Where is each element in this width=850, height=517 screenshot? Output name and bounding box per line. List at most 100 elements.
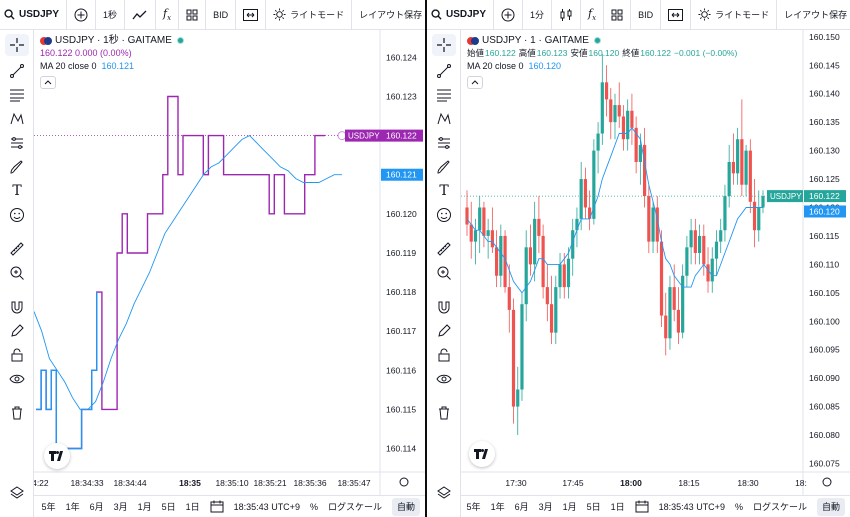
legend-collapse-button[interactable] (40, 76, 56, 89)
pane-divider[interactable] (425, 0, 427, 517)
prediction-tool[interactable] (432, 132, 456, 154)
low-value: 160.120 (588, 48, 620, 58)
magnet-tool[interactable] (432, 296, 456, 318)
price-chart[interactable]: 160.150 160.145 160.140 160.135 160.130 160.1… (461, 30, 850, 495)
indicators-fx-button[interactable]: fx (156, 0, 180, 30)
goto-date-button[interactable] (205, 496, 229, 517)
range-5y[interactable]: 5年 (41, 502, 56, 512)
compare-button[interactable] (494, 0, 524, 30)
lock-drawings-tool[interactable] (432, 320, 456, 342)
candle-body (571, 230, 575, 259)
candle-body (583, 179, 587, 208)
range-3m[interactable]: 3月 (538, 502, 553, 512)
replay-button[interactable] (236, 0, 267, 30)
range-1m[interactable]: 1月 (137, 502, 152, 512)
interval-button[interactable]: 1分 (523, 0, 553, 30)
brush-tool[interactable] (432, 156, 456, 178)
range-1m[interactable]: 1月 (562, 502, 577, 512)
left-chart-pane: USDJPY 1秒 fx BID ライトモード レイアウト保 (0, 0, 425, 517)
symbol-label: USDJPY (19, 9, 60, 20)
price-tick-label: 160.095 (809, 345, 840, 355)
lock-tool[interactable] (5, 344, 29, 366)
tradingview-logo[interactable] (44, 443, 70, 469)
zoom-tool[interactable] (432, 262, 456, 284)
crosshair-tool[interactable] (5, 34, 29, 56)
candle-body (554, 287, 558, 333)
trend-line-tool[interactable] (5, 60, 29, 82)
save-layout-button[interactable]: レイアウト保存 (352, 0, 425, 30)
price-source-button[interactable]: BID (631, 0, 662, 30)
range-3m[interactable]: 3月 (113, 502, 128, 512)
legend-collapse-button[interactable] (467, 76, 483, 89)
range-1d[interactable]: 1日 (185, 502, 200, 512)
range-1y[interactable]: 1年 (490, 502, 505, 512)
time-tick-label: 18:00 (620, 478, 642, 488)
candle-body (659, 241, 664, 316)
lock-drawings-tool[interactable] (5, 320, 29, 342)
candle-body (617, 105, 621, 117)
symbol-search-button[interactable]: USDJPY (0, 0, 68, 30)
chart-type-button[interactable] (125, 0, 157, 30)
templates-button[interactable] (604, 0, 632, 30)
ruler-tool[interactable] (5, 238, 29, 260)
price-source-button[interactable]: BID (206, 0, 237, 30)
brush-tool[interactable] (5, 156, 29, 178)
lock-tool[interactable] (432, 344, 456, 366)
fib-tool[interactable] (432, 84, 456, 106)
range-5d[interactable]: 5日 (586, 502, 601, 512)
last-price-badge (804, 190, 846, 203)
layers-tool[interactable] (5, 482, 29, 504)
candle-body (520, 304, 524, 390)
emoji-tool[interactable] (432, 204, 456, 226)
fib-tool[interactable] (5, 84, 29, 106)
percent-toggle[interactable]: % (309, 501, 318, 512)
range-6m[interactable]: 6月 (514, 502, 529, 512)
clock-label[interactable]: 18:35:43 UTC+9 (233, 501, 300, 512)
range-1y[interactable]: 1年 (65, 502, 80, 512)
theme-toggle-button[interactable]: ライトモード (266, 0, 353, 30)
save-layout-button[interactable]: レイアウト保存 (777, 0, 850, 30)
log-scale-toggle[interactable]: ログスケール (327, 502, 382, 512)
range-1d[interactable]: 1日 (610, 502, 625, 512)
percent-toggle[interactable]: % (734, 501, 743, 512)
range-5y[interactable]: 5年 (466, 502, 481, 512)
delete-tool[interactable] (432, 402, 456, 424)
pattern-tool[interactable] (5, 108, 29, 130)
layers-tool[interactable] (432, 482, 456, 504)
theme-toggle-button[interactable]: ライトモード (691, 0, 778, 30)
interval-button[interactable]: 1秒 (96, 0, 126, 30)
replay-button[interactable] (661, 0, 692, 30)
zoom-tool[interactable] (5, 262, 29, 284)
range-5d[interactable]: 5日 (161, 502, 176, 512)
candle-body (511, 309, 516, 407)
pattern-tool[interactable] (432, 108, 456, 130)
tradingview-logo[interactable] (469, 441, 495, 467)
clock-label[interactable]: 18:35:43 UTC+9 (658, 501, 725, 512)
price-chart[interactable]: 160.124 160.123 160.122 160.121 160.120 160.1… (34, 30, 425, 495)
chart-type-button[interactable] (552, 0, 582, 30)
range-6m[interactable]: 6月 (89, 502, 104, 512)
time-tick-label: 18:35:21 (253, 478, 286, 488)
ruler-tool[interactable] (432, 238, 456, 260)
delete-tool[interactable] (5, 402, 29, 424)
indicators-fx-button[interactable]: fx (581, 0, 605, 30)
text-tool[interactable]: T (432, 180, 456, 202)
log-scale-toggle[interactable]: ログスケール (752, 502, 807, 512)
auto-scale-toggle[interactable]: 自動 (816, 497, 845, 516)
text-tool[interactable]: T (5, 180, 29, 202)
sun-icon (273, 8, 286, 21)
price-tick-label: 160.090 (809, 373, 840, 383)
templates-button[interactable] (179, 0, 207, 30)
hide-tool[interactable] (432, 368, 456, 390)
goto-date-button[interactable] (630, 496, 654, 517)
emoji-tool[interactable] (5, 204, 29, 226)
auto-scale-toggle[interactable]: 自動 (391, 497, 420, 516)
hide-tool[interactable] (5, 368, 29, 390)
magnet-tool[interactable] (5, 296, 29, 318)
trend-line-tool[interactable] (432, 60, 456, 82)
prediction-tool[interactable] (5, 132, 29, 154)
price-source-label: BID (638, 9, 654, 20)
compare-button[interactable] (67, 0, 97, 30)
crosshair-tool[interactable] (432, 34, 456, 56)
symbol-search-button[interactable]: USDJPY (427, 0, 495, 30)
